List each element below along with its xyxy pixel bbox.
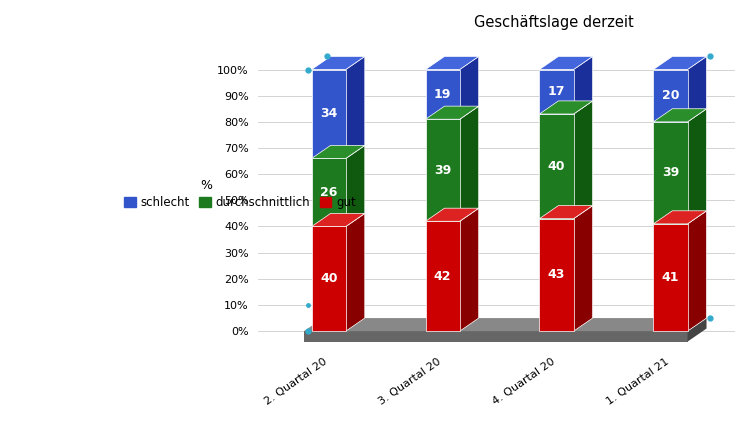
Polygon shape: [425, 208, 478, 221]
Polygon shape: [460, 208, 478, 331]
Polygon shape: [688, 318, 706, 342]
Polygon shape: [539, 101, 592, 114]
Polygon shape: [653, 211, 706, 224]
Polygon shape: [653, 109, 706, 122]
Text: 40: 40: [320, 272, 338, 285]
Polygon shape: [304, 331, 688, 342]
Polygon shape: [312, 159, 346, 227]
Polygon shape: [574, 206, 592, 331]
Polygon shape: [653, 224, 688, 331]
Polygon shape: [539, 219, 574, 331]
Text: 42: 42: [434, 270, 451, 283]
Polygon shape: [653, 122, 688, 224]
Polygon shape: [688, 109, 706, 224]
Polygon shape: [460, 106, 478, 221]
Polygon shape: [688, 57, 706, 122]
Text: 39: 39: [434, 164, 451, 177]
Polygon shape: [539, 70, 574, 114]
Text: 17: 17: [548, 85, 566, 98]
Polygon shape: [688, 211, 706, 331]
Polygon shape: [312, 227, 346, 331]
Text: 19: 19: [434, 88, 451, 101]
Title: Geschäftslage derzeit: Geschäftslage derzeit: [474, 15, 634, 30]
Polygon shape: [425, 57, 478, 70]
Polygon shape: [312, 214, 364, 227]
Text: 40: 40: [548, 160, 566, 173]
Polygon shape: [460, 57, 478, 119]
Text: 41: 41: [662, 271, 680, 284]
Polygon shape: [574, 57, 592, 114]
Polygon shape: [539, 206, 592, 219]
Polygon shape: [312, 70, 346, 159]
Polygon shape: [346, 214, 364, 331]
Polygon shape: [425, 70, 460, 119]
Polygon shape: [312, 57, 364, 70]
Text: 34: 34: [320, 108, 338, 121]
Polygon shape: [346, 146, 364, 227]
Polygon shape: [539, 114, 574, 219]
Polygon shape: [574, 101, 592, 219]
Polygon shape: [653, 57, 706, 70]
Polygon shape: [425, 106, 478, 119]
Text: 39: 39: [662, 166, 679, 179]
Text: 43: 43: [548, 268, 566, 281]
Polygon shape: [304, 318, 706, 331]
Polygon shape: [539, 57, 592, 70]
Polygon shape: [653, 70, 688, 122]
Polygon shape: [425, 221, 460, 331]
Polygon shape: [425, 119, 460, 221]
Legend: schlecht, durchschnittlich, gut: schlecht, durchschnittlich, gut: [122, 194, 358, 211]
Text: 26: 26: [320, 186, 338, 199]
Polygon shape: [312, 146, 364, 159]
Polygon shape: [346, 57, 364, 159]
Y-axis label: %: %: [200, 179, 212, 192]
Text: 20: 20: [662, 89, 680, 102]
